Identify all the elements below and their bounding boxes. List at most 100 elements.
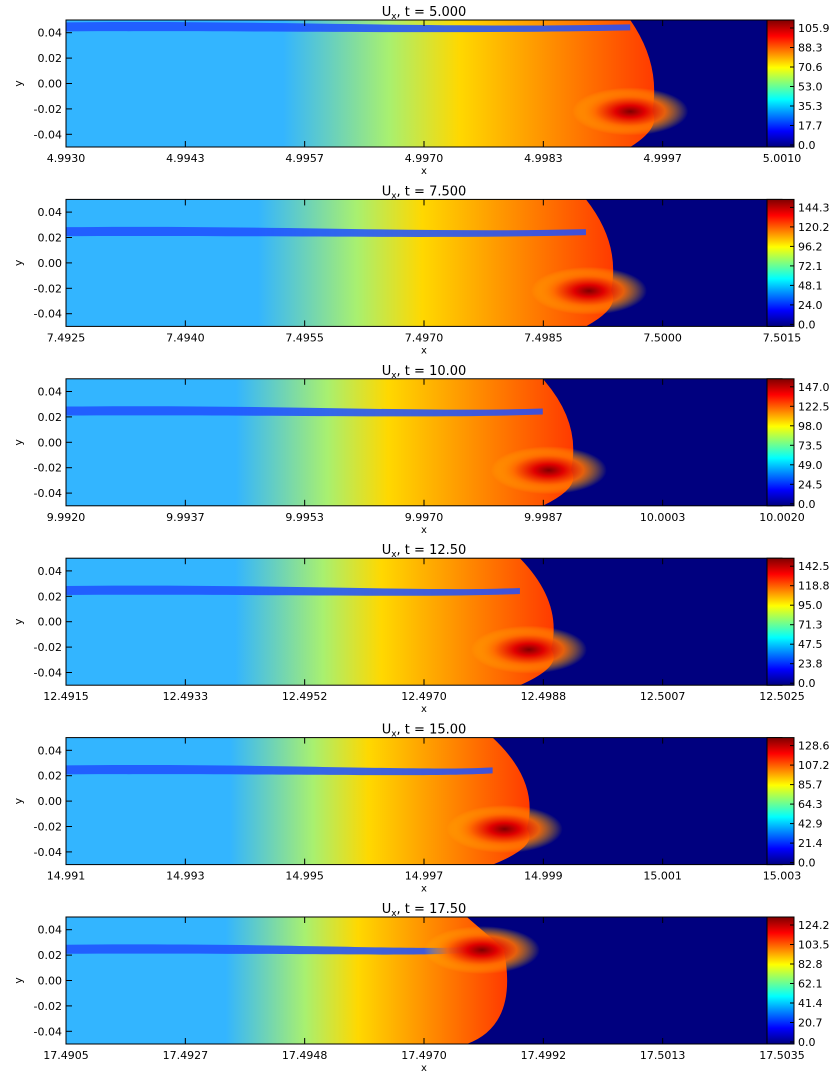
hot-spot <box>446 805 563 854</box>
y-tick-label: 0.00 <box>38 78 63 91</box>
heatmap-field <box>66 378 782 506</box>
x-tick-label: 4.9997 <box>643 152 682 165</box>
y-tick-label: 0.02 <box>38 52 63 65</box>
x-axis-label: x <box>421 704 427 715</box>
x-tick-label: 9.9953 <box>285 511 324 524</box>
panel-4: Ux, t = 12.500.040.020.00-0.02-0.04y12.4… <box>12 543 830 715</box>
x-tick-label: 7.4925 <box>47 331 86 344</box>
plot-title: Ux, t = 12.50 <box>382 543 467 560</box>
y-axis-label: y <box>12 80 25 87</box>
y-tick-label: 0.00 <box>38 436 63 449</box>
y-tick-label: 0.00 <box>38 616 63 629</box>
colorbar-tick-label: 88.3 <box>798 42 823 55</box>
jet-body <box>66 199 614 327</box>
colorbar-tick-label: 144.3 <box>798 201 830 214</box>
x-tick-label: 9.9987 <box>524 511 563 524</box>
colorbar-tick-label: 41.4 <box>798 997 823 1010</box>
colorbar-tick-label: 53.0 <box>798 81 823 94</box>
title-variable: U <box>382 184 392 199</box>
x-tick-label: 15.003 <box>763 870 802 883</box>
y-tick-label: 0.04 <box>38 565 63 578</box>
colorbar-tick-label: 21.4 <box>798 837 823 850</box>
x-tick-label: 14.991 <box>47 870 86 883</box>
shear-layer <box>66 944 467 955</box>
heatmap-field <box>66 20 782 147</box>
colorbar-tick-label: 72.1 <box>798 260 823 273</box>
hot-spot <box>490 446 607 495</box>
colorbar: 144.3 120.2 96.2 72.1 48.1 24.0 0.0 <box>766 198 830 331</box>
panel-2: Ux, t = 7.5000.040.020.00-0.02-0.04y7.49… <box>12 184 830 356</box>
y-tick-label: -0.04 <box>34 128 62 141</box>
colorbar-tick-label: 103.5 <box>798 939 830 952</box>
colorbar-gradient <box>766 916 795 1045</box>
colorbar-tick-label: 0.0 <box>798 1036 816 1049</box>
y-tick-label: 0.04 <box>38 924 63 937</box>
shear-layer <box>66 22 631 33</box>
jet-body <box>66 378 574 506</box>
plot-title: Ux, t = 7.500 <box>382 184 467 201</box>
colorbar-tick-label: 95.0 <box>798 599 823 612</box>
colorbar-tick-label: 24.0 <box>798 299 823 312</box>
title-time: , t = 5.000 <box>397 5 467 20</box>
panel-5: Ux, t = 15.000.040.020.00-0.02-0.04y14.9… <box>12 723 830 895</box>
heatmap-field <box>66 737 782 865</box>
x-tick-label: 10.0020 <box>759 511 805 524</box>
x-tick-label: 14.993 <box>166 870 205 883</box>
x-tick-label: 12.4988 <box>521 690 567 703</box>
colorbar-tick-label: 0.0 <box>798 498 816 511</box>
x-tick-label: 4.9970 <box>405 152 444 165</box>
panel-3: Ux, t = 10.000.040.020.00-0.02-0.04y9.99… <box>12 364 830 536</box>
x-tick-label: 4.9943 <box>166 152 205 165</box>
hot-spot <box>423 926 540 975</box>
title-time: , t = 7.500 <box>397 184 467 199</box>
jet-body <box>66 20 655 147</box>
colorbar-tick-label: 47.5 <box>798 638 823 651</box>
colorbar-tick-label: 122.5 <box>798 400 830 413</box>
x-axis-label: x <box>421 166 427 177</box>
x-tick-label: 10.0003 <box>640 511 686 524</box>
y-tick-label: -0.04 <box>34 846 62 859</box>
colorbar-tick-label: 62.1 <box>798 978 823 991</box>
title-time: , t = 17.50 <box>397 902 467 917</box>
colorbar: 105.9 88.3 70.6 53.0 35.3 17.7 0.0 <box>766 19 830 152</box>
x-tick-label: 17.4948 <box>282 1049 328 1062</box>
panel-1: Ux, t = 5.0000.040.020.00-0.02-0.04y4.99… <box>12 5 830 177</box>
x-axis-label: x <box>421 345 427 356</box>
colorbar: 128.6 107.2 85.7 64.3 42.9 21.4 0.0 <box>766 737 830 870</box>
y-tick-label: 0.02 <box>38 949 63 962</box>
y-tick-label: 0.02 <box>38 411 63 424</box>
colorbar-tick-label: 17.7 <box>798 120 823 133</box>
x-tick-label: 12.4952 <box>282 690 328 703</box>
y-tick-label: 0.02 <box>38 232 63 245</box>
x-tick-label: 9.9920 <box>47 511 86 524</box>
colorbar-tick-label: 118.8 <box>798 580 830 593</box>
heatmap-field <box>66 199 782 327</box>
y-tick-label: -0.02 <box>34 1000 62 1013</box>
y-tick-label: 0.04 <box>38 27 63 40</box>
y-tick-label: 0.04 <box>38 206 63 219</box>
x-tick-label: 7.4970 <box>405 331 444 344</box>
shear-layer <box>66 406 543 417</box>
x-tick-label: 12.4915 <box>43 690 89 703</box>
x-tick-label: 7.5015 <box>763 331 802 344</box>
colorbar: 142.5 118.8 95.0 71.3 47.5 23.8 0.0 <box>766 557 830 690</box>
title-subscript: x <box>391 730 397 740</box>
title-subscript: x <box>391 191 397 201</box>
x-tick-label: 17.4992 <box>521 1049 567 1062</box>
title-subscript: x <box>391 909 397 919</box>
colorbar-tick-label: 142.5 <box>798 560 830 573</box>
title-subscript: x <box>391 371 397 381</box>
colorbar-tick-label: 24.5 <box>798 478 823 491</box>
title-variable: U <box>382 723 392 738</box>
plot-title: Ux, t = 15.00 <box>382 723 467 740</box>
y-tick-label: -0.04 <box>34 487 62 500</box>
x-tick-label: 14.995 <box>285 870 324 883</box>
y-tick-label: 0.02 <box>38 770 63 783</box>
title-variable: U <box>382 902 392 917</box>
x-tick-label: 4.9930 <box>47 152 86 165</box>
x-axis-label: x <box>421 525 427 536</box>
colorbar-tick-label: 48.1 <box>798 279 823 292</box>
title-subscript: x <box>391 12 397 22</box>
hot-spot <box>572 87 689 136</box>
